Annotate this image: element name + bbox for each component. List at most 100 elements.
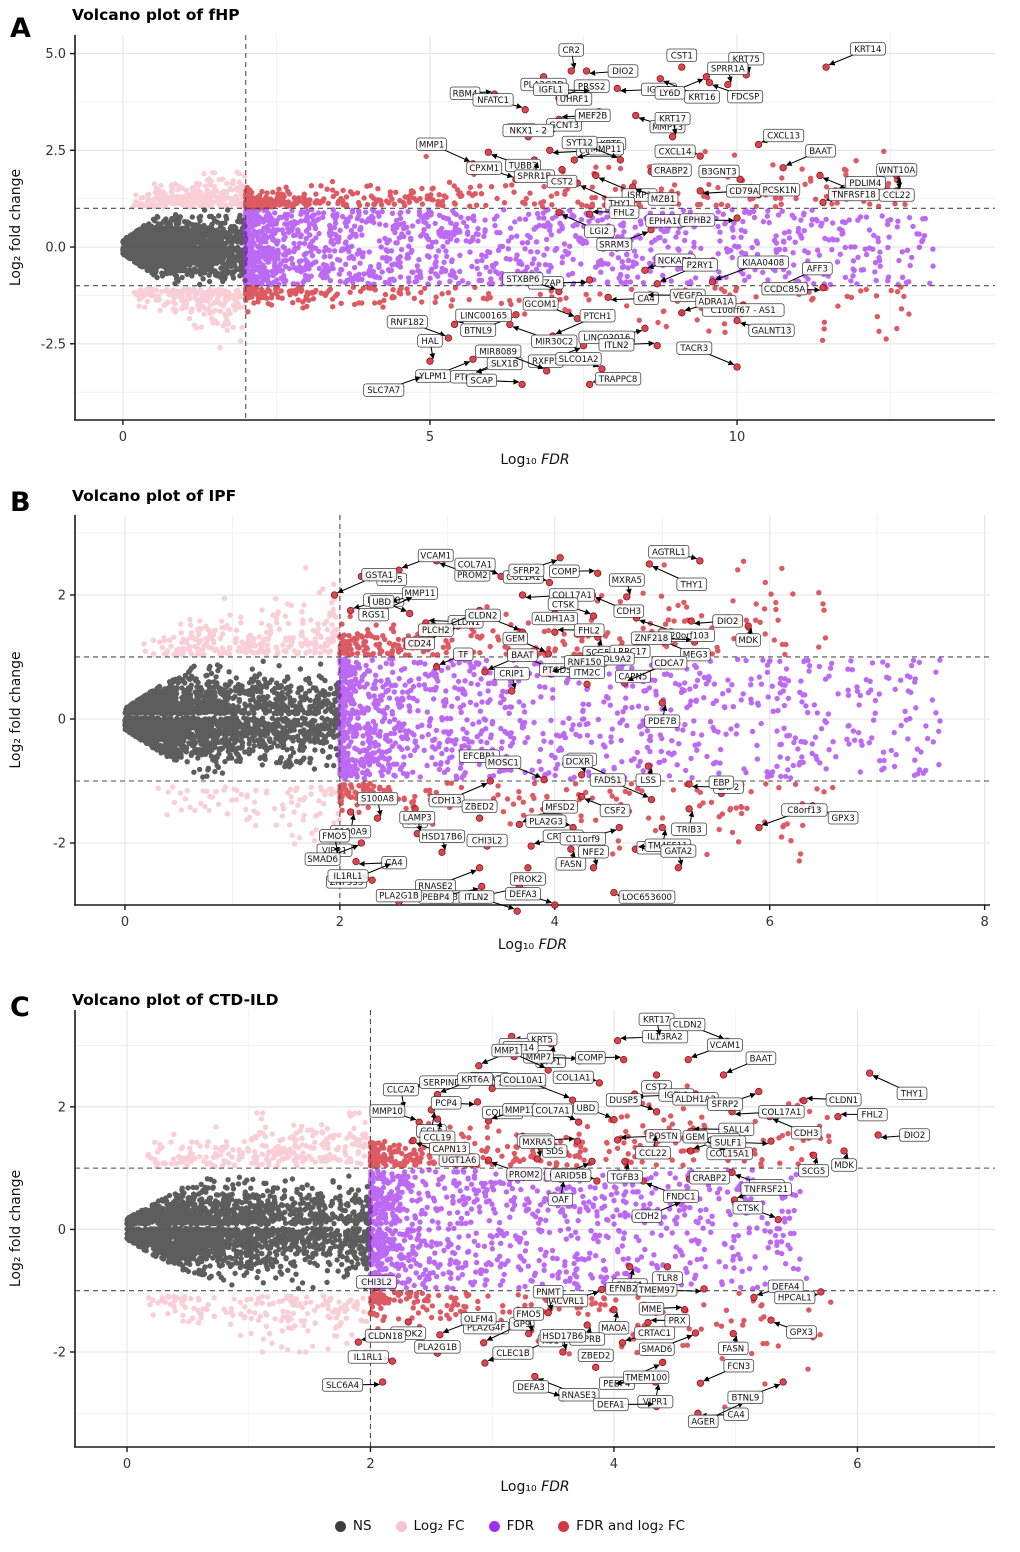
gene-label: CDH3: [613, 604, 645, 618]
gene-point: [574, 1118, 583, 1126]
svg-text:LINC00165: LINC00165: [460, 312, 507, 322]
gene-label: CAPN5: [615, 669, 651, 684]
svg-text:LSS: LSS: [640, 776, 656, 786]
cloud-ns: [122, 658, 343, 780]
gene-label: IGFL1: [533, 82, 569, 97]
gene-label: TACR3: [676, 341, 713, 355]
gene-point: [684, 1055, 692, 1064]
svg-text:SALL4: SALL4: [723, 1125, 750, 1135]
gene-point: [729, 1329, 737, 1338]
gene-point: [779, 164, 787, 172]
svg-text:NFATC1: NFATC1: [477, 96, 509, 106]
gene-point: [404, 1318, 412, 1326]
gene-point: [644, 1318, 652, 1327]
panel-a: 0 5 10 5.0 2.5 0.0 -2.5 Log₁₀ FDR Log₂ fold chan…: [8, 35, 995, 468]
gene-point: [450, 320, 459, 329]
gene-point: [506, 320, 514, 329]
svg-text:COL17A1: COL17A1: [552, 591, 592, 601]
gene-label: PLA2G3: [525, 814, 567, 828]
svg-text:GCOM1: GCOM1: [524, 300, 556, 310]
gene-point: [551, 901, 559, 909]
legend-item: FDR: [488, 1518, 534, 1534]
y-tick-label: -2: [53, 1346, 66, 1361]
gene-point: [822, 63, 830, 71]
gene-point: [674, 864, 683, 872]
svg-text:OAF: OAF: [552, 1196, 569, 1206]
gene-label: DCXR: [562, 754, 594, 769]
gene-label: CPXM1: [466, 161, 503, 175]
gene-label: MEG3: [680, 648, 711, 662]
svg-text:DUSP5: DUSP5: [609, 1096, 638, 1106]
gene-point: [755, 1087, 763, 1096]
gene-point: [346, 808, 355, 816]
gene-label: RNF182: [386, 315, 428, 329]
gene-label: TNFRSF18: [828, 187, 880, 202]
svg-text:CDH2: CDH2: [635, 1212, 660, 1222]
svg-text:FHL2: FHL2: [578, 626, 600, 636]
x-tick-label: 0: [123, 1457, 131, 1472]
gene-point: [546, 146, 554, 154]
gene-label: CHI3L2: [466, 833, 508, 848]
gene-point: [473, 1098, 482, 1106]
svg-text:PEBP4: PEBP4: [422, 893, 449, 903]
svg-text:PLA2G1B: PLA2G1B: [418, 1343, 458, 1353]
svg-text:KRT6A: KRT6A: [461, 1075, 489, 1085]
gene-label: MMP10: [369, 1104, 406, 1118]
gene-label: THY1: [896, 1086, 928, 1101]
gene-label: CLDN2: [464, 608, 501, 623]
axes: 0 2 4 6 8 2 0 -2 Log₁₀ FDR Log₂ fold change: [8, 515, 990, 953]
svg-text:SULF1: SULF1: [715, 1138, 742, 1148]
gene-label: C8orf13: [781, 803, 828, 817]
svg-text:MIR30C2: MIR30C2: [535, 337, 573, 347]
svg-text:PTPRB: PTPRB: [573, 1335, 601, 1345]
gene-point: [480, 1339, 488, 1347]
gene-label: CCL22: [635, 1146, 671, 1160]
gene-label: CAPN13: [429, 1142, 471, 1156]
gene-point: [691, 1329, 700, 1337]
svg-text:PROK2: PROK2: [394, 1329, 423, 1339]
gene-label: AGTRL1: [648, 545, 690, 559]
svg-text:ADRA1A: ADRA1A: [698, 298, 733, 308]
gene-point: [641, 324, 649, 332]
gene-point: [700, 1285, 708, 1293]
svg-text:DEFA3: DEFA3: [509, 890, 537, 900]
svg-text:SDS: SDS: [546, 1147, 564, 1157]
panel-letter-b: B: [10, 487, 31, 518]
gene-label: COL10A1: [500, 1073, 547, 1087]
svg-text:CR2: CR2: [563, 46, 580, 56]
svg-text:TMEM100: TMEM100: [624, 1373, 667, 1383]
svg-text:SCG5: SCG5: [802, 1167, 826, 1177]
cloud-ns: [120, 207, 249, 288]
gene-point: [696, 187, 704, 195]
gene-point: [508, 687, 516, 695]
svg-text:COL15A1: COL15A1: [710, 1150, 750, 1160]
svg-text:CRABP2: CRABP2: [692, 1174, 726, 1184]
gene-label: NFE2: [578, 845, 609, 859]
gene-label: CCL19: [419, 1130, 456, 1144]
gene-point: [816, 171, 824, 180]
gene-point: [678, 63, 686, 71]
gene-label: TGFB3: [607, 1170, 643, 1184]
x-tick-label: 4: [610, 1457, 618, 1472]
svg-text:RNF182: RNF182: [390, 318, 424, 328]
svg-text:LY6D: LY6D: [659, 89, 680, 99]
gene-point: [551, 628, 559, 636]
gene-label: CRTAC1: [634, 1326, 676, 1340]
x-tick-label: 0: [121, 915, 129, 930]
gene-label: GATA2: [660, 844, 697, 858]
y-tick-label: -2.5: [41, 337, 66, 352]
gene-label: HSD17B6: [418, 829, 466, 843]
svg-text:CA4: CA4: [637, 294, 654, 304]
gene-label: MME: [638, 1302, 665, 1316]
x-tick-label: 8: [980, 915, 988, 930]
gene-point: [685, 805, 693, 813]
svg-text:MFSD2: MFSD2: [545, 803, 575, 813]
gene-label: SCAP: [466, 373, 497, 388]
svg-text:BAAT: BAAT: [750, 1054, 773, 1064]
gene-point: [626, 1263, 634, 1271]
gene-label: RBM4: [449, 86, 481, 100]
gene-point: [469, 355, 477, 363]
gene-label: EBP: [708, 775, 735, 789]
gene-label: SLX1B: [486, 356, 523, 371]
